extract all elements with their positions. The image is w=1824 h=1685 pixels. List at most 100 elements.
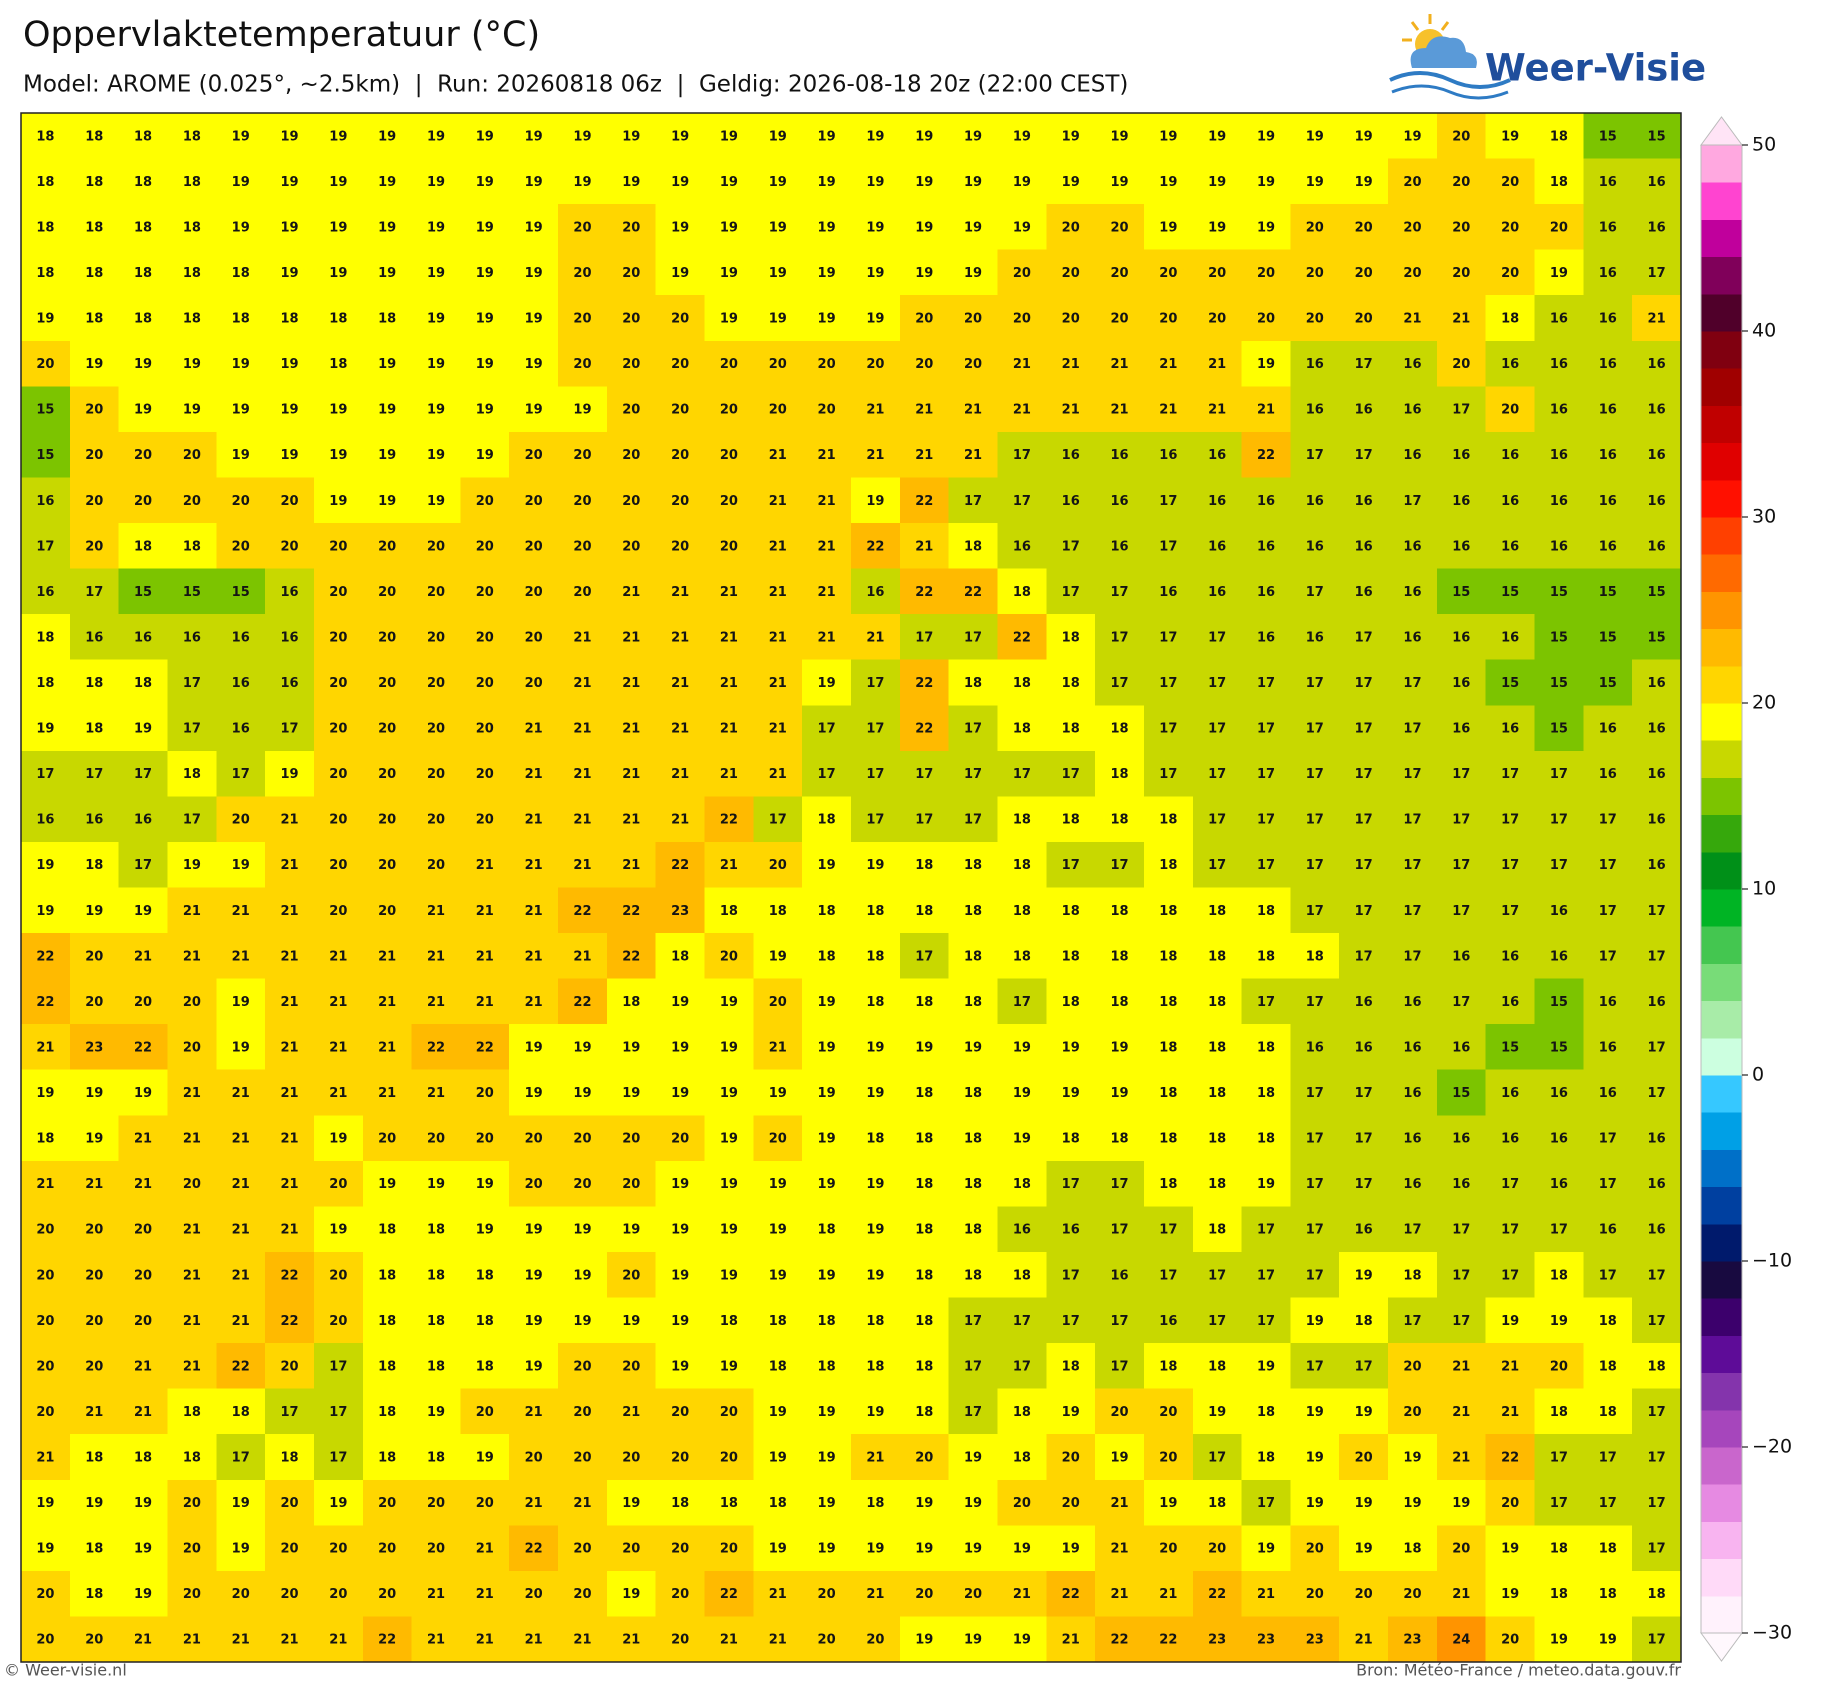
temperature-cell: [265, 1160, 315, 1207]
temperature-cell: [558, 158, 608, 205]
temperature-cell: [21, 1297, 71, 1344]
temperature-cell: [753, 614, 803, 661]
temperature-label: 20: [915, 1450, 933, 1465]
temperature-label: 16: [1550, 904, 1568, 919]
temperature-label: 16: [1110, 539, 1128, 554]
temperature-label: 20: [622, 1132, 640, 1147]
temperature-label: 21: [573, 858, 591, 873]
temperature-cell: [655, 1525, 706, 1572]
temperature-label: 21: [622, 813, 640, 828]
temperature-label: 21: [525, 858, 543, 873]
temperature-label: 19: [964, 1633, 982, 1648]
temperature-cell: [851, 1206, 901, 1253]
temperature-label: 17: [1452, 1268, 1470, 1283]
temperature-label: 17: [1452, 813, 1470, 828]
temperature-label: 18: [866, 904, 884, 919]
temperature-cell: [1046, 1206, 1096, 1253]
temperature-cell: [1534, 1434, 1584, 1481]
temperature-label: 21: [622, 1405, 640, 1420]
temperature-cell: [1192, 1479, 1243, 1526]
colorbar-segment: [1701, 1521, 1742, 1560]
temperature-cell: [167, 1297, 217, 1344]
temperature-cell: [1388, 1251, 1438, 1299]
temperature-cell: [997, 933, 1047, 980]
temperature-cell: [1583, 295, 1633, 342]
temperature-cell: [753, 1115, 803, 1162]
temperature-label: 18: [1501, 312, 1519, 327]
temperature-label: 21: [1159, 1587, 1177, 1602]
temperature-label: 20: [1208, 1542, 1226, 1557]
temperature-cell: [411, 1297, 461, 1344]
temperature-label: 19: [36, 312, 54, 327]
temperature-cell: [802, 1069, 852, 1116]
temperature-label: 17: [1355, 858, 1373, 873]
temperature-cell: [802, 750, 852, 797]
temperature-label: 17: [1403, 494, 1421, 509]
temperature-label: 17: [329, 1405, 347, 1420]
temperature-label: 21: [427, 904, 445, 919]
colorbar-under: [1700, 1632, 1743, 1662]
temperature-label: 16: [1110, 494, 1128, 509]
temperature-label: 20: [720, 1405, 738, 1420]
temperature-cell: [167, 340, 217, 387]
temperature-label: 19: [866, 129, 884, 144]
temperature-label: 19: [622, 1496, 640, 1511]
temperature-cell: [1534, 841, 1584, 888]
temperature-cell: [802, 340, 852, 387]
temperature-cell: [69, 659, 120, 706]
temperature-label: 21: [818, 448, 836, 463]
temperature-label: 15: [1599, 585, 1617, 600]
temperature-cell: [1095, 659, 1145, 706]
temperature-label: 20: [232, 539, 250, 554]
temperature-cell: [69, 887, 120, 934]
temperature-label: 19: [866, 1405, 884, 1420]
temperature-label: 19: [427, 448, 445, 463]
temperature-label: 17: [1062, 1177, 1080, 1192]
temperature-cell: [655, 523, 706, 570]
temperature-label: 21: [720, 630, 738, 645]
temperature-cell: [167, 1024, 217, 1071]
temperature-label: 19: [720, 220, 738, 235]
temperature-label: 17: [1257, 858, 1275, 873]
temperature-label: 16: [1403, 1132, 1421, 1147]
temperature-cell: [1241, 523, 1291, 570]
temperature-cell: [118, 1297, 168, 1344]
temperature-label: 15: [183, 585, 201, 600]
temperature-cell: [1436, 431, 1487, 478]
temperature-label: 20: [671, 357, 689, 372]
temperature-cell: [1046, 796, 1096, 843]
temperature-cell: [362, 841, 413, 888]
colorbar-tick-label: 30: [1752, 506, 1776, 528]
subtitle: Model: AROME (0.025°, ~2.5km) | Run: 202…: [23, 72, 1128, 98]
temperature-label: 19: [1013, 220, 1031, 235]
temperature-cell: [362, 204, 413, 251]
temperature-cell: [21, 158, 71, 205]
temperature-label: 20: [1355, 220, 1373, 235]
temperature-label: 20: [1257, 312, 1275, 327]
temperature-cell: [1192, 659, 1243, 706]
temperature-label: 19: [818, 129, 836, 144]
temperature-label: 18: [866, 1359, 884, 1374]
temperature-cell: [802, 1616, 852, 1663]
temperature-cell: [411, 841, 461, 888]
temperature-label: 16: [1306, 1040, 1324, 1055]
temperature-label: 19: [232, 220, 250, 235]
temperature-label: 19: [769, 1405, 787, 1420]
temperature-cell: [1192, 796, 1243, 843]
temperature-label: 18: [964, 904, 982, 919]
temperature-cell: [753, 523, 803, 570]
temperature-cell: [1339, 1616, 1389, 1663]
temperature-cell: [265, 1434, 315, 1481]
temperature-label: 16: [36, 494, 54, 509]
temperature-label: 19: [280, 220, 298, 235]
temperature-label: 16: [1648, 175, 1666, 190]
temperature-label: 19: [329, 1496, 347, 1511]
temperature-label: 16: [866, 585, 884, 600]
temperature-label: 16: [85, 630, 103, 645]
temperature-cell: [362, 933, 413, 980]
temperature-label: 20: [573, 494, 591, 509]
temperature-cell: [802, 1343, 852, 1390]
temperature-cell: [1339, 1297, 1389, 1344]
temperature-cell: [558, 1251, 608, 1299]
temperature-cell: [1095, 523, 1145, 570]
